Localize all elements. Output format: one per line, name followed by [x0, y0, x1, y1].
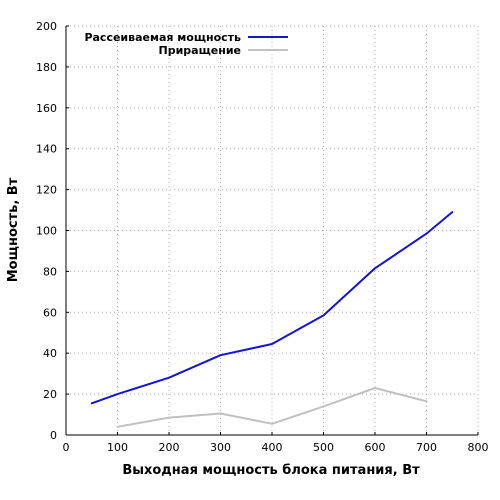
x-tick-label: 400 [262, 441, 283, 454]
x-tick-label: 800 [468, 441, 489, 454]
series-lines [90, 211, 454, 428]
x-tick-label: 0 [63, 441, 70, 454]
legend-label: Рассеиваемая мощность [84, 31, 241, 44]
y-tick-label: 120 [36, 184, 57, 197]
y-axis-title: Мощность, Вт [6, 177, 21, 282]
series-line-2 [116, 387, 428, 428]
y-tick-label: 80 [43, 265, 57, 278]
x-tick-label: 300 [210, 441, 231, 454]
x-tick-label: 100 [107, 441, 128, 454]
grid-lines [66, 25, 479, 435]
y-tick-label: 140 [36, 143, 57, 156]
y-tick-label: 0 [50, 429, 57, 442]
y-tick-label: 60 [43, 306, 57, 319]
x-tick-label: 700 [416, 441, 437, 454]
x-tick-label: 500 [313, 441, 334, 454]
axes: 0 100 200 300 400 500 600 700 800 0 20 40 60 80 100 120… [36, 20, 489, 454]
x-axis-title: Выходная мощность блока питания, Вт [122, 463, 420, 478]
y-tick-label: 180 [36, 61, 57, 74]
series-line-1 [90, 211, 454, 405]
y-tick-label: 160 [36, 102, 57, 115]
y-tick-label: 20 [43, 388, 57, 401]
y-tick-label: 40 [43, 347, 57, 360]
x-tick-label: 200 [159, 441, 180, 454]
y-tick-label: 100 [36, 225, 57, 238]
y-tick-label: 200 [36, 20, 57, 33]
legend-label: Приращение [159, 44, 241, 57]
x-tick-label: 600 [365, 441, 386, 454]
